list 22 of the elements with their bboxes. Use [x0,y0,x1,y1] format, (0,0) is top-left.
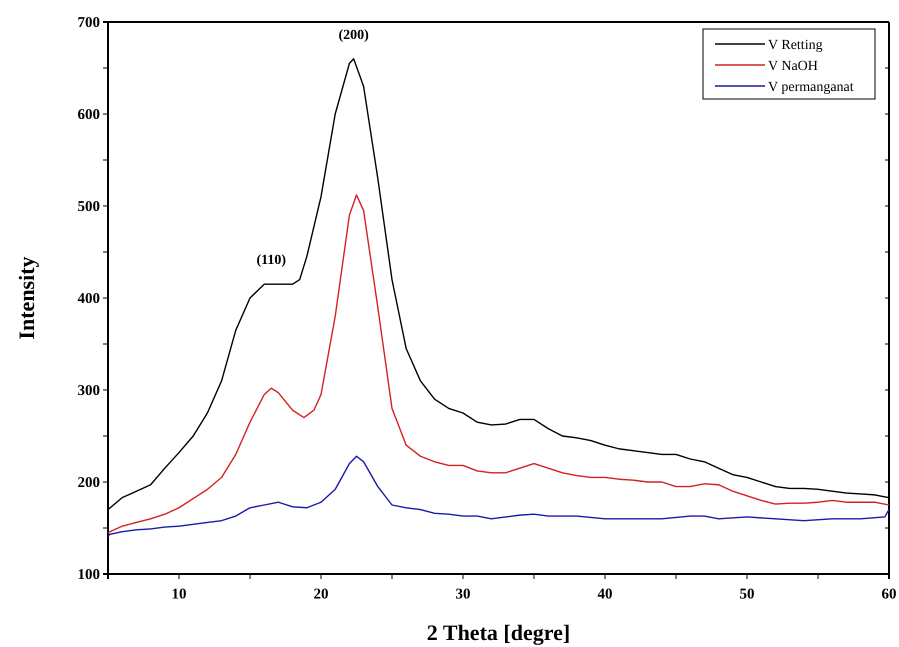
x-tick-label: 40 [598,586,612,602]
y-tick-label: 400 [78,290,100,307]
y-tick-label: 200 [78,474,100,491]
x-tick-label: 30 [456,586,470,602]
line-series [107,194,890,534]
y-tick-label: 700 [78,14,100,31]
y-tick-label: 100 [78,566,100,583]
y-tick-label: 500 [78,198,100,215]
legend-label: V permanganat [768,80,854,95]
x-tick-label: 20 [314,586,328,602]
x-tick-label: 10 [172,586,186,602]
line-series [107,456,890,538]
legend-label: V NaOH [768,59,818,74]
annotation: (110) [256,253,286,268]
y-tick-label: 300 [78,382,100,399]
y-axis-title: Intensity [14,256,39,340]
annotation: (200) [338,28,370,43]
x-axis-title: 2 Theta [degre] [426,620,570,645]
legend-label: V Retting [768,38,823,53]
x-tick-label: 50 [740,586,754,602]
x-tick-label: 60 [882,586,896,602]
y-tick-label: 600 [78,106,100,123]
